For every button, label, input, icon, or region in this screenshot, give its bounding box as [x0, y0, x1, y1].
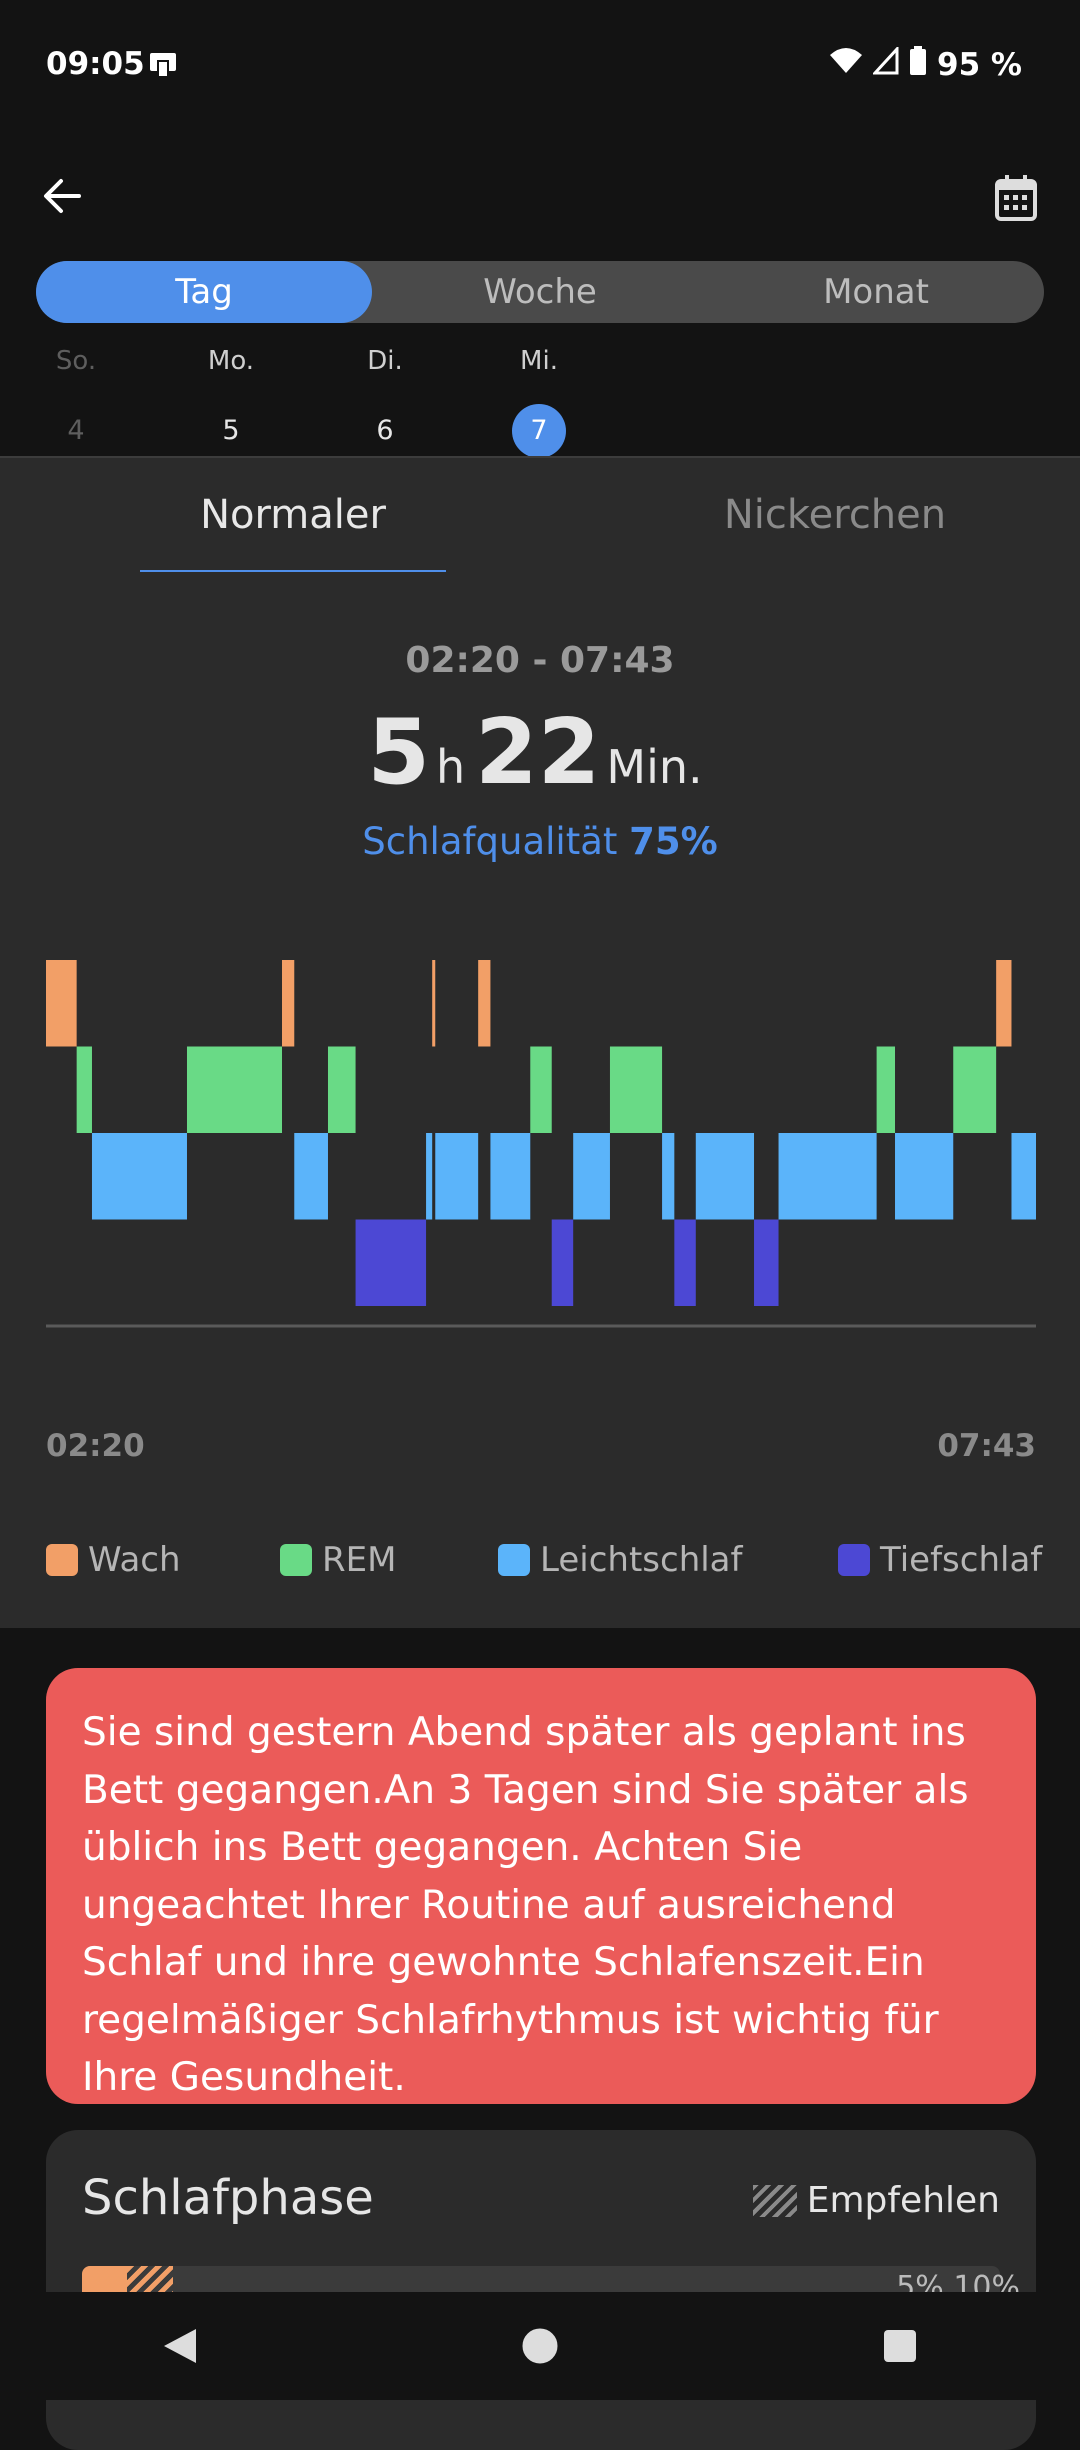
- sleep-stage-bar-wach: [282, 960, 295, 1047]
- sleep-stage-bar-leichtschlaf: [662, 1133, 675, 1220]
- sleep-stage-bar-leichtschlaf: [435, 1133, 479, 1220]
- recommend-label: Empfehlen: [806, 2180, 1000, 2221]
- sleep-stage-bar-rem: [327, 1046, 356, 1133]
- day-item[interactable]: Di. 6: [325, 346, 445, 458]
- sleep-duration: 5 h 22 Min.: [0, 700, 1080, 805]
- sleep-stage-bar-rem: [76, 1046, 92, 1133]
- sleep-stage-bar-wach: [996, 960, 1012, 1047]
- legend-swatch: [46, 1544, 78, 1576]
- legend-label: REM: [322, 1540, 397, 1580]
- segment-woche[interactable]: Woche: [483, 272, 597, 312]
- sleep-stage-bar-leichtschlaf: [778, 1133, 877, 1220]
- sleep-quality: Schlafqualität 75%: [0, 820, 1080, 863]
- tab-nap[interactable]: Nickerchen: [723, 492, 947, 538]
- day-number: 5: [222, 415, 240, 446]
- sleep-stage-bar-rem: [609, 1046, 663, 1133]
- sleep-stage-chart: [46, 960, 1036, 1328]
- tab-normal-sleep[interactable]: Normaler Schlaf: [140, 458, 446, 652]
- sleep-stage-bar-tiefschlaf: [754, 1219, 779, 1306]
- sleep-stage-bar-wach: [478, 960, 491, 1047]
- triangle-back-icon: [164, 2329, 196, 2363]
- arrow-left-icon: [44, 179, 81, 213]
- legend-swatch: [838, 1544, 870, 1576]
- sleep-stage-bar-tiefschlaf: [551, 1219, 574, 1306]
- day-number: 4: [67, 415, 85, 446]
- nav-recents-button[interactable]: [840, 2292, 960, 2400]
- day-name: Mi.: [520, 346, 558, 376]
- sleep-stage-bar-leichtschlaf: [426, 1133, 433, 1220]
- sleep-stage-bar-leichtschlaf: [695, 1133, 755, 1220]
- sleep-stage-bar-rem: [530, 1046, 552, 1133]
- legend-label: Leichtschlaf: [540, 1540, 743, 1580]
- segment-monat[interactable]: Monat: [823, 272, 929, 312]
- status-bar: [0, 0, 1080, 130]
- nav-back-button[interactable]: [120, 2292, 240, 2400]
- x-axis-end-label: 07:43: [937, 1428, 1036, 1464]
- sleep-type-tabs: Normaler Schlaf Nickerchen: [0, 456, 1080, 652]
- cast-icon: [148, 50, 178, 84]
- calendar-button[interactable]: [988, 170, 1044, 226]
- circle-home-icon: [522, 2328, 558, 2364]
- legend-swatch: [498, 1544, 530, 1576]
- calendar-icon: [995, 175, 1037, 221]
- sleep-stage-bar-tiefschlaf: [674, 1219, 696, 1306]
- day-item[interactable]: Mo. 5: [171, 346, 291, 458]
- segment-tag[interactable]: Tag: [36, 261, 372, 323]
- nav-home-button[interactable]: [480, 2292, 600, 2400]
- status-time: 09:05: [46, 46, 145, 82]
- sleep-stage-bar-leichtschlaf: [895, 1133, 954, 1220]
- day-number: 7: [479, 404, 599, 458]
- day-name: So.: [55, 346, 97, 376]
- legend-label: Tiefschlaf: [880, 1540, 1043, 1580]
- sleep-stage-bar-wach: [432, 960, 436, 1047]
- system-navigation-bar: [0, 2292, 1080, 2400]
- duration-minutes: 22: [475, 700, 601, 805]
- day-name: Di.: [367, 346, 403, 376]
- legend-item-rem: REM: [280, 1540, 396, 1580]
- selected-day-badge: 7: [512, 404, 566, 458]
- day-number: 6: [376, 415, 394, 446]
- battery-percent: 95 %: [937, 47, 1022, 83]
- sleep-stage-bar-wach: [46, 960, 77, 1047]
- day-item[interactable]: So. 4: [16, 346, 136, 458]
- sleep-stage-bar-leichtschlaf: [91, 1133, 187, 1220]
- sleep-time-range: 02:20 - 07:43: [405, 640, 675, 681]
- square-recents-icon: [884, 2330, 916, 2362]
- day-item-selected[interactable]: Mi. 7: [479, 346, 599, 458]
- duration-hours: 5: [367, 700, 430, 805]
- cell-signal-icon: [871, 45, 899, 83]
- sleep-phase-title: Schlafphase: [82, 2170, 374, 2226]
- sleep-stage-bar-tiefschlaf: [355, 1219, 427, 1306]
- minutes-unit: Min.: [606, 740, 703, 794]
- quality-value: 75%: [629, 820, 718, 863]
- legend-item-wach: Wach: [46, 1540, 181, 1580]
- sleep-stage-bar-rem: [953, 1046, 997, 1133]
- legend-label: Wach: [88, 1540, 181, 1580]
- legend-item-leichtschlaf: Leichtschlaf: [498, 1540, 743, 1580]
- hours-unit: h: [435, 740, 466, 794]
- x-axis-start-label: 02:20: [46, 1428, 145, 1464]
- sleep-stage-bar-rem: [876, 1046, 896, 1133]
- hatch-pattern-icon: [752, 2184, 797, 2217]
- sleep-advice-card: Sie sind gestern Abend später als geplan…: [46, 1668, 1036, 2104]
- legend-item-tiefschlaf: Tiefschlaf: [838, 1540, 1042, 1580]
- status-indicators: 95 %: [829, 45, 1022, 84]
- recommend-legend: Empfehlen: [752, 2180, 1000, 2221]
- sleep-stage-bar-leichtschlaf: [573, 1133, 610, 1220]
- sleep-stage-bar-leichtschlaf: [294, 1133, 328, 1220]
- wifi-icon: [829, 47, 863, 83]
- period-selector: Tag Woche Monat: [36, 261, 1044, 323]
- battery-icon: [909, 46, 927, 84]
- legend-swatch: [280, 1544, 312, 1576]
- day-name: Mo.: [207, 346, 255, 376]
- back-button[interactable]: [36, 170, 88, 222]
- quality-label: Schlafqualität: [362, 820, 618, 863]
- sleep-stage-bar-rem: [186, 1046, 283, 1133]
- sleep-stage-bar-leichtschlaf: [1011, 1133, 1036, 1220]
- sleep-phase-card: Schlafphase Empfehlen: [46, 2130, 1036, 2450]
- sleep-stage-bar-leichtschlaf: [490, 1133, 531, 1220]
